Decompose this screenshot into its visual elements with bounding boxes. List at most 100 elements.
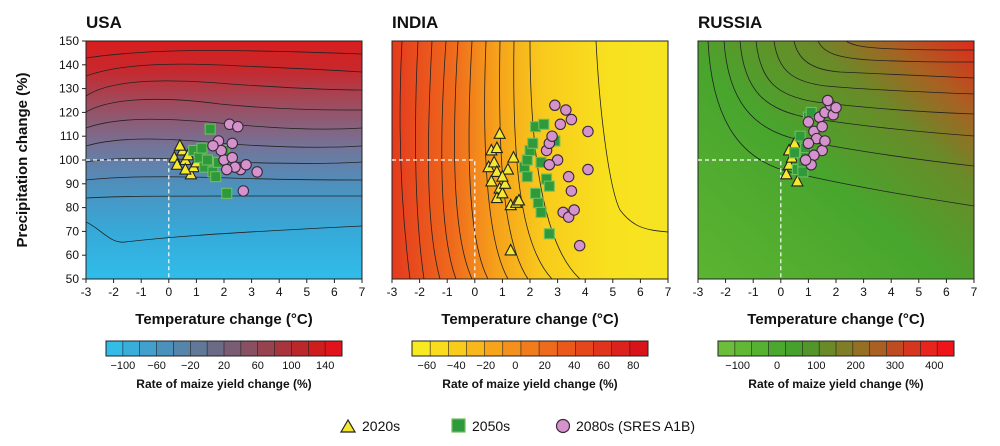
baseline-line	[698, 159, 782, 279]
point-2050s	[201, 154, 213, 166]
point-2050s	[210, 171, 222, 183]
colorbar-swatch	[122, 341, 141, 356]
russia-panel: RUSSIA -3 -2 -1 0 1 2 3 4 5 6 7 Temperature change…	[693, 13, 978, 328]
y-tick-label: 80	[66, 201, 80, 215]
x-tick-label: 0	[165, 285, 172, 299]
colorbar-swatch	[593, 341, 613, 356]
colorbar-swatch	[106, 341, 124, 356]
x-tick-label: 7	[359, 285, 366, 299]
india-colorbar: −60 −40 −20 0 20 40 60 80	[411, 340, 649, 372]
x-tick-label: 4	[582, 285, 589, 299]
colorbar-swatch	[768, 341, 786, 356]
colorbar-swatch	[484, 341, 504, 356]
point-2050s	[789, 147, 801, 159]
colorbar-tick-label: 0	[774, 360, 780, 372]
colorbar-tick-label: 200	[846, 360, 864, 372]
x-tick-label: 4	[888, 285, 895, 299]
point-2020s	[178, 162, 192, 175]
point-2080s	[207, 139, 219, 152]
point-2050s	[221, 187, 233, 199]
colorbar-swatch	[886, 341, 904, 356]
point-2080s	[221, 163, 233, 176]
colorbar-tick-label: −20	[181, 360, 200, 372]
india-baseline	[392, 159, 476, 279]
legend: 2020s 2050s 2080s (SRES A1B)	[339, 418, 695, 434]
x-tick-label: 2	[527, 285, 534, 299]
y-tick-label: 50	[66, 272, 80, 286]
usa-y-ticks: 50 60 70 80 90 100 110 120 130 140 150	[59, 34, 86, 286]
point-2020s	[498, 176, 512, 189]
point-2080s	[799, 154, 812, 166]
point-2020s	[484, 174, 498, 187]
colorbar-frame	[105, 340, 343, 357]
point-2080s	[582, 125, 594, 138]
india-x-axis-title: Temperature change (°C)	[441, 311, 618, 328]
russia-baseline	[698, 159, 782, 279]
point-2080s	[543, 159, 556, 171]
colorbar-swatch	[466, 341, 486, 356]
x-tick-label: 5	[303, 285, 310, 299]
colorbar-swatch	[785, 341, 803, 356]
colorbar-swatch	[836, 341, 854, 356]
legend-triangle-marker	[339, 418, 357, 433]
colorbar-swatch	[412, 341, 431, 356]
point-2080s	[562, 170, 575, 183]
y-tick-label: 70	[66, 224, 80, 238]
colorbar-tick-label: −100	[725, 360, 750, 372]
x-tick-label: 3	[554, 285, 561, 299]
legend-circle-marker	[555, 418, 571, 434]
y-tick-label: 140	[59, 58, 79, 72]
colorbar-swatch	[207, 341, 225, 356]
colorbar-swatch	[869, 341, 888, 356]
point-2050s	[527, 137, 539, 149]
india-panel: INDIA -3 -2 -1 0 1 2 3 4 5 6 7 Temperature change …	[387, 13, 672, 328]
colorbar-swatch	[308, 341, 326, 356]
point-2080s	[237, 185, 250, 197]
colorbar-swatch	[156, 341, 174, 356]
colorbar-swatch	[819, 341, 837, 356]
x-tick-label: -2	[720, 285, 731, 299]
point-2050s	[794, 130, 806, 142]
colorbar-swatch	[502, 341, 522, 356]
point-2050s	[204, 123, 216, 135]
colorbar-swatch	[430, 341, 449, 356]
point-2080s	[560, 104, 572, 116]
point-2080s	[565, 185, 578, 197]
legend-label-2080s: 2080s (SRES A1B)	[576, 418, 695, 434]
point-2050s	[543, 180, 555, 192]
x-tick-label: 4	[276, 285, 283, 299]
colorbar-swatch	[325, 341, 343, 356]
colorbar-tick-label: 100	[282, 360, 300, 372]
russia-plot-area	[697, 40, 975, 280]
y-tick-label: 100	[59, 153, 79, 167]
x-tick-label: 0	[471, 285, 478, 299]
colorbar-tick-label: 300	[886, 360, 904, 372]
point-2020s	[495, 169, 509, 182]
point-2050s	[535, 206, 547, 218]
colorbar-tick-label: 400	[925, 360, 943, 372]
y-tick-label: 120	[59, 105, 79, 119]
point-2020s	[512, 193, 526, 206]
point-2050s	[797, 166, 809, 178]
x-tick-label: 6	[331, 285, 338, 299]
india-colorbar-title: Rate of maize yield change (%)	[442, 377, 617, 391]
point-2050s	[196, 142, 208, 154]
colorbar-tick-label: 20	[539, 360, 551, 372]
colorbar-swatch	[751, 341, 770, 356]
india-contour-lines	[399, 41, 668, 279]
point-2080s	[568, 204, 580, 216]
point-2020s	[490, 164, 504, 177]
colorbar-tick-label: 100	[807, 360, 825, 372]
colorbar-tick-label: 40	[568, 360, 580, 372]
colorbar-swatch	[190, 341, 208, 356]
x-tick-label: -2	[108, 285, 119, 299]
russia-title: RUSSIA	[698, 13, 762, 32]
x-tick-label: 0	[777, 285, 784, 299]
x-tick-label: 1	[805, 285, 812, 299]
x-tick-label: -3	[387, 285, 398, 299]
x-tick-label: 1	[193, 285, 200, 299]
colorbar-swatch	[629, 341, 649, 356]
x-tick-label: -2	[414, 285, 425, 299]
point-2080s	[240, 159, 252, 171]
x-tick-label: 7	[665, 285, 672, 299]
